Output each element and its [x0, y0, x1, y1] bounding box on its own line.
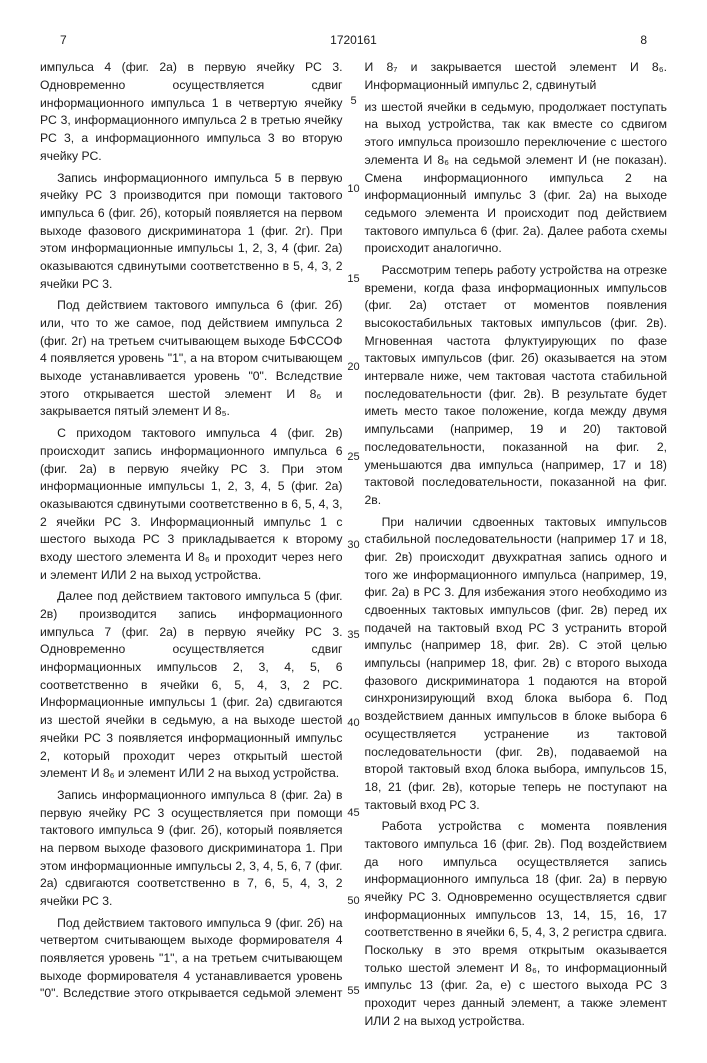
patent-page: 7 1720161 8 импульса 4 (фиг. 2а) в перву…	[40, 32, 667, 1031]
para: импульса 4 (фиг. 2а) в первую ячейку РС …	[40, 59, 343, 165]
document-number: 1720161	[330, 32, 377, 49]
para: из шестой ячейки в седьмую, продолжает п…	[365, 99, 668, 258]
para: Далее под действием тактового импульса 5…	[40, 588, 343, 783]
para: Запись информационного импульса 8 (фиг. …	[40, 787, 343, 911]
para: Работа устройства с момента появления та…	[365, 818, 668, 1030]
para: Под действием тактового импульса 6 (фиг.…	[40, 297, 343, 421]
text-columns: импульса 4 (фиг. 2а) в первую ячейку РС …	[40, 59, 667, 1030]
page-num-right: 8	[640, 32, 647, 49]
para: С приходом тактового импульса 4 (фиг. 2в…	[40, 425, 343, 584]
page-num-left: 7	[60, 32, 67, 49]
para: При наличии сдвоенных тактовых импульсов…	[365, 514, 668, 815]
page-header: 7 1720161 8	[40, 32, 667, 49]
para: Запись информационного импульса 5 в перв…	[40, 170, 343, 294]
para: Рассмотрим теперь работу устройства на о…	[365, 262, 668, 510]
